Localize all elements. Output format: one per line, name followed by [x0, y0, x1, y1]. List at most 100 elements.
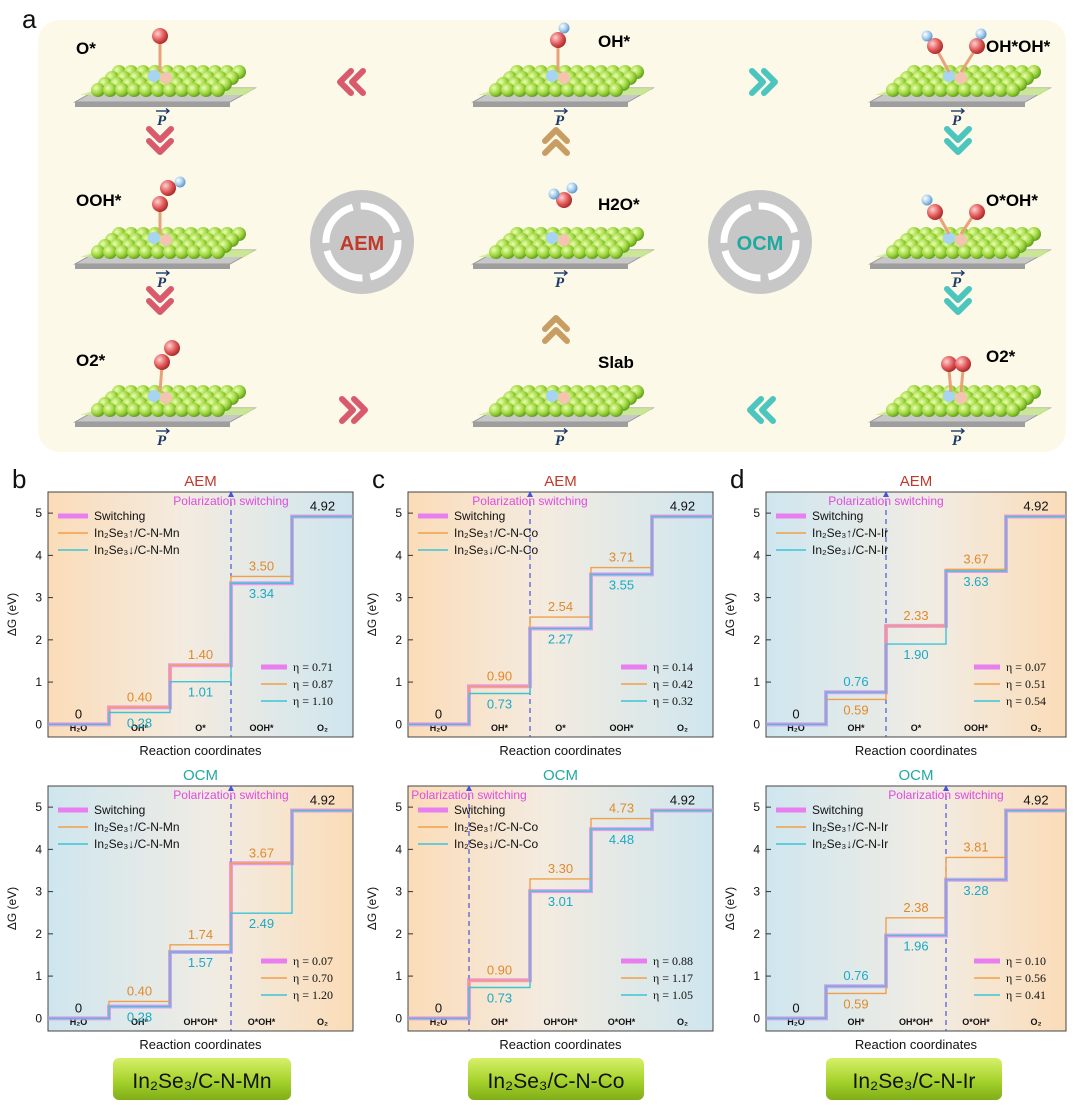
material-label-ir-text: In₂Se₃/C-N-Ir: [853, 1070, 976, 1093]
y-tick-label: 1: [395, 969, 402, 983]
y-tick-label: 3: [395, 591, 402, 605]
data-label: 3.30: [548, 861, 573, 876]
legend-entry: Switching: [454, 509, 505, 523]
data-label: 3.71: [609, 550, 634, 565]
eta-value: η = 0.88: [653, 954, 693, 968]
state-label-ooh: OOH*: [76, 191, 122, 210]
switch-arrowhead-icon: [228, 491, 234, 497]
x-category-label: O₂: [317, 1017, 328, 1027]
x-category-label: H₂O: [430, 1017, 448, 1027]
switch-annotation: Polarization switching: [828, 494, 943, 508]
state-label-o2-left: O2*: [76, 351, 106, 370]
eta-value: η = 0.32: [653, 694, 693, 708]
x-category-label: OH*OH*: [543, 1017, 578, 1027]
eta-value: η = 0.71: [293, 660, 333, 674]
y-axis-label: ΔG (eV): [5, 887, 19, 930]
chevron-arrow-icon: [146, 126, 174, 155]
state-label-h2o: H2O*: [598, 195, 640, 214]
panel-letter: c: [372, 464, 385, 494]
eta-value: η = 0.54: [1006, 694, 1046, 708]
legend-entry: In₂Se₃↑/C-N-Co: [454, 820, 539, 834]
switch-arrowhead-icon: [943, 785, 949, 791]
x-category-label: OH*OH*: [183, 1017, 218, 1027]
chevron-arrow-icon: [542, 315, 570, 344]
data-label: 4.92: [310, 793, 335, 808]
y-tick-label: 1: [35, 675, 42, 689]
x-category-label: OOH*: [964, 723, 989, 733]
y-tick-label: 5: [35, 800, 42, 814]
data-label: 3.01: [548, 894, 573, 909]
eta-value: η = 0.70: [293, 971, 333, 985]
x-axis-label: Reaction coordinates: [855, 743, 978, 758]
y-axis-label: ΔG (eV): [723, 887, 737, 930]
material-label-co: In₂Se₃/C-N-Co: [468, 1058, 644, 1100]
free-energy-charts: b AEM Polarization switching 0 1 2 3 4 5 ΔG (eV) H…: [5, 464, 1067, 1052]
x-category-label: H₂O: [787, 1017, 805, 1027]
chevron-arrow-icon: [944, 126, 972, 155]
data-label: 4.92: [670, 499, 695, 514]
y-tick-label: 1: [753, 969, 760, 983]
x-axis-label: Reaction coordinates: [499, 1037, 622, 1052]
material-label-co-text: In₂Se₃/C-N-Co: [488, 1070, 625, 1093]
series-line: [766, 809, 1066, 1020]
eta-value: η = 0.56: [1006, 971, 1046, 985]
aem-cycle-icon: AEM: [310, 190, 414, 294]
y-tick-label: 2: [753, 633, 760, 647]
y-tick-label: 3: [395, 885, 402, 899]
x-category-label: O*OH*: [248, 1017, 276, 1027]
data-label: 0: [435, 706, 442, 721]
y-tick-label: 0: [35, 717, 42, 731]
legend-entry: Switching: [454, 803, 505, 817]
chevron-arrow-icon: [944, 286, 972, 315]
switch-annotation: Polarization switching: [472, 494, 587, 508]
data-label: 2.38: [903, 900, 928, 915]
slab-model: P: [868, 356, 1052, 449]
y-tick-label: 2: [35, 927, 42, 941]
chevron-arrow-icon: [339, 396, 368, 424]
data-label: 0.90: [487, 962, 512, 977]
polarization-vector-label: P: [555, 275, 565, 291]
data-label: 0.90: [487, 668, 512, 683]
data-label: 4.73: [609, 801, 634, 816]
state-label-o-oh: O*OH*: [986, 191, 1038, 210]
plot-area: [765, 785, 1067, 1032]
data-label: 3.50: [249, 558, 274, 573]
data-label: 3.81: [963, 839, 988, 854]
x-category-label: O₂: [677, 723, 688, 733]
y-tick-label: 3: [35, 885, 42, 899]
free-energy-chart: c AEM Polarization switching 0 1 2 3 4 5 ΔG (eV) H…: [365, 464, 714, 758]
chart-title: OCM: [899, 767, 934, 784]
x-category-label: O₂: [317, 723, 328, 733]
cycle-arrows: [146, 68, 972, 424]
y-tick-label: 3: [753, 591, 760, 605]
data-label: 1.57: [188, 955, 213, 970]
slab-model: P: [868, 194, 1052, 291]
y-axis-label: ΔG (eV): [365, 593, 379, 636]
polarization-vector-label: P: [157, 433, 167, 449]
slab-model: P: [471, 182, 655, 291]
series-line: [766, 515, 1066, 726]
chart-title: OCM: [183, 767, 218, 784]
legend-entry: In₂Se₃↑/C-N-Ir: [812, 820, 888, 834]
eta-value: η = 1.20: [293, 988, 333, 1002]
x-axis-label: Reaction coordinates: [139, 743, 262, 758]
x-category-label: OH*OH*: [899, 1017, 934, 1027]
chart-title: AEM: [544, 473, 577, 490]
x-category-label: O*: [911, 723, 922, 733]
x-category-label: OH*: [847, 723, 865, 733]
chart-title: AEM: [184, 473, 217, 490]
data-label: 3.55: [609, 577, 634, 592]
polarization-vector-label: P: [952, 433, 962, 449]
slab-model: P: [471, 385, 655, 449]
y-tick-label: 0: [395, 1011, 402, 1025]
switch-arrowhead-icon: [228, 785, 234, 791]
data-label: 4.92: [670, 793, 695, 808]
series-line: [48, 809, 353, 1020]
x-category-label: OOH*: [609, 723, 634, 733]
chevron-arrow-icon: [146, 286, 174, 315]
switch-annotation: Polarization switching: [173, 788, 288, 802]
x-axis-label: Reaction coordinates: [499, 743, 622, 758]
y-tick-label: 1: [753, 675, 760, 689]
eta-value: η = 0.51: [1006, 677, 1046, 691]
switch-arrowhead-icon: [466, 785, 472, 791]
